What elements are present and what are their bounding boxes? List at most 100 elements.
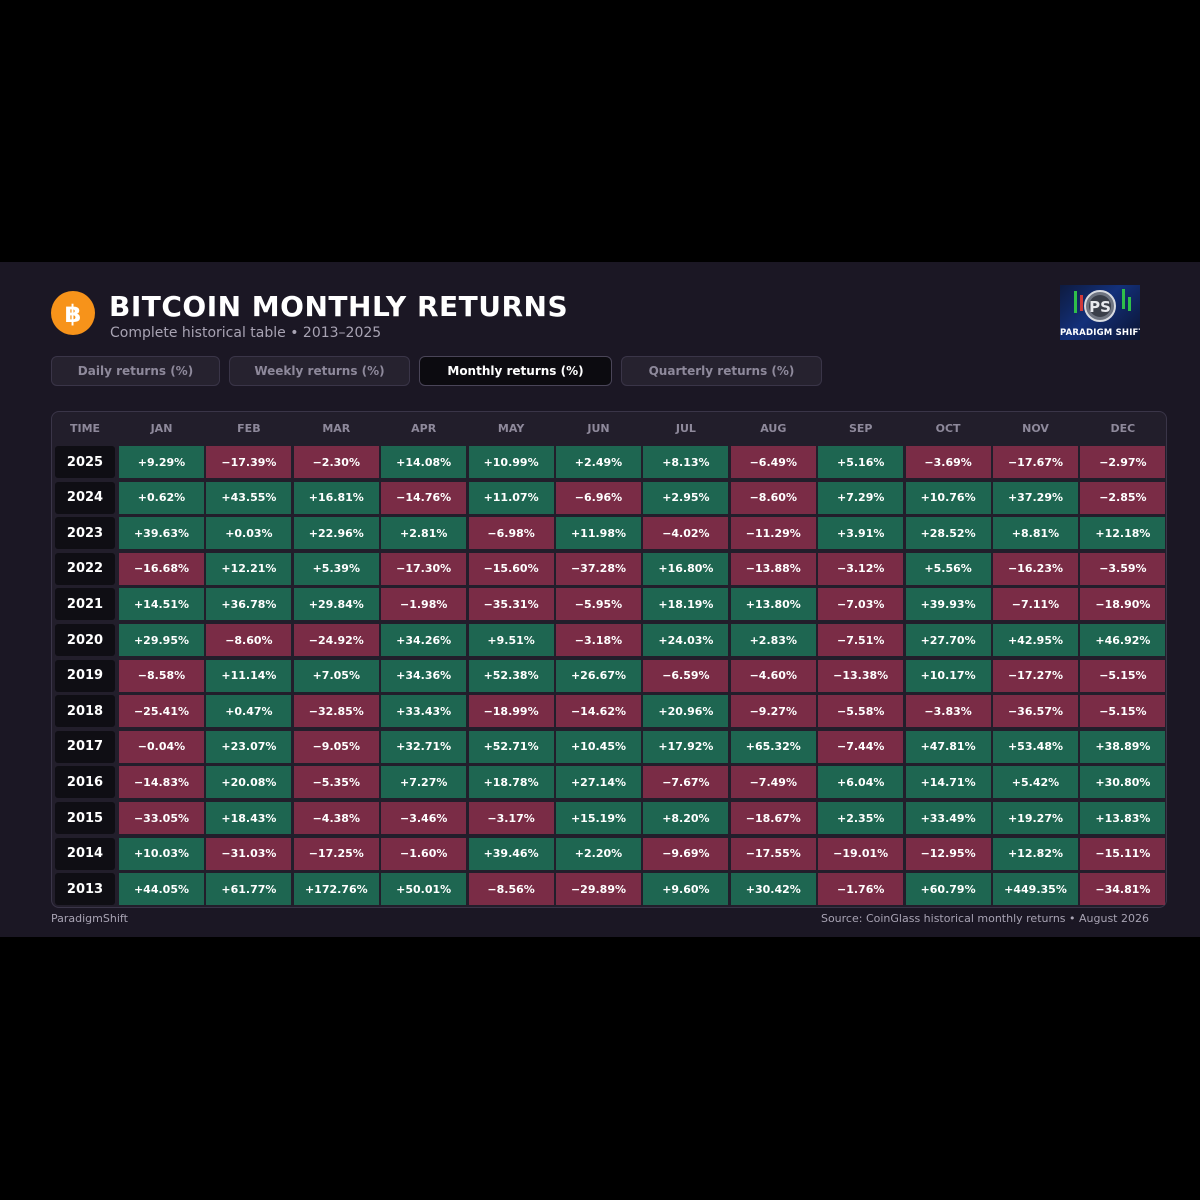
- return-cell: −8.60%: [206, 624, 292, 656]
- tab-monthly-returns[interactable]: Monthly returns (%): [419, 356, 612, 386]
- return-cell: −3.12%: [818, 552, 904, 585]
- return-cell: +0.47%: [206, 695, 292, 728]
- return-cell: +34.26%: [381, 624, 467, 656]
- return-cell: +52.38%: [468, 659, 554, 692]
- return-cell: −17.67%: [993, 446, 1078, 478]
- return-cell: −19.01%: [818, 837, 904, 870]
- return-cell: +7.05%: [293, 659, 379, 692]
- year-label: 2018: [55, 695, 115, 728]
- page-subtitle: Complete historical table • 2013–2025: [110, 325, 382, 341]
- return-cell: +27.14%: [556, 766, 641, 799]
- tab-daily-returns[interactable]: Daily returns (%): [51, 356, 220, 386]
- year-label: 2017: [55, 730, 115, 763]
- column-header-mar: MAR: [322, 421, 351, 435]
- svg-text:฿: ฿: [65, 300, 82, 328]
- return-cell: +18.78%: [468, 766, 554, 799]
- return-cell: +42.95%: [993, 624, 1078, 656]
- return-cell: +11.14%: [206, 659, 292, 692]
- return-cell: −7.03%: [818, 588, 904, 621]
- return-cell: −18.67%: [730, 802, 816, 834]
- year-label: 2020: [55, 624, 115, 656]
- tab-weekly-returns[interactable]: Weekly returns (%): [229, 356, 410, 386]
- return-cell: +14.71%: [905, 766, 991, 799]
- return-cell: +9.60%: [643, 873, 729, 906]
- return-cell: −3.17%: [468, 802, 554, 834]
- return-cell: +33.43%: [381, 695, 467, 728]
- column-header-nov: NOV: [1022, 421, 1049, 435]
- return-cell: −8.58%: [119, 659, 204, 692]
- bitcoin-icon: ฿: [51, 291, 95, 335]
- return-cell: +8.81%: [993, 517, 1078, 550]
- return-cell: −7.44%: [818, 730, 904, 763]
- return-cell: +10.03%: [119, 837, 204, 870]
- return-cell: −0.04%: [119, 730, 204, 763]
- page-title: BITCOIN MONTHLY RETURNS: [109, 290, 569, 323]
- return-cell: −5.95%: [556, 588, 641, 621]
- return-cell: +20.96%: [643, 695, 729, 728]
- return-cell: +39.46%: [468, 837, 554, 870]
- return-cell: +32.71%: [381, 730, 467, 763]
- return-cell: −5.58%: [818, 695, 904, 728]
- return-cell: −12.95%: [905, 837, 991, 870]
- return-cell: +8.20%: [643, 802, 729, 834]
- return-cell: −3.59%: [1080, 552, 1166, 585]
- return-cell: +18.19%: [643, 588, 729, 621]
- year-label: 2019: [55, 659, 115, 692]
- year-label: 2015: [55, 802, 115, 834]
- return-cell: +12.21%: [206, 552, 292, 585]
- return-cell: −34.81%: [1080, 873, 1166, 906]
- return-cell: +22.96%: [293, 517, 379, 550]
- return-cell: +2.49%: [556, 446, 641, 478]
- return-cell: +19.27%: [993, 802, 1078, 834]
- return-cell: +30.42%: [730, 873, 816, 906]
- return-cell: −3.83%: [905, 695, 991, 728]
- return-cell: −9.27%: [730, 695, 816, 728]
- return-cell: +2.20%: [556, 837, 641, 870]
- return-cell: +15.19%: [556, 802, 641, 834]
- return-cell: +449.35%: [993, 873, 1078, 906]
- return-cell: −9.05%: [293, 730, 379, 763]
- return-cell: +27.70%: [905, 624, 991, 656]
- return-cell: −5.35%: [293, 766, 379, 799]
- return-cell: +10.17%: [905, 659, 991, 692]
- return-cell: −6.49%: [730, 446, 816, 478]
- column-header-jan: JAN: [150, 421, 173, 435]
- return-cell: −6.96%: [556, 481, 641, 514]
- year-label: 2014: [55, 837, 115, 870]
- return-cell: −17.30%: [381, 552, 467, 585]
- return-cell: −18.99%: [468, 695, 554, 728]
- return-cell: −15.60%: [468, 552, 554, 585]
- return-cell: −13.88%: [730, 552, 816, 585]
- return-cell: +2.35%: [818, 802, 904, 834]
- return-cell: +36.78%: [206, 588, 292, 621]
- column-header-oct: OCT: [935, 421, 961, 435]
- return-cell: −3.18%: [556, 624, 641, 656]
- column-header-may: MAY: [497, 421, 525, 435]
- return-cell: −8.56%: [468, 873, 554, 906]
- return-cell: +11.98%: [556, 517, 641, 550]
- return-cell: +46.92%: [1080, 624, 1166, 656]
- column-header-dec: DEC: [1110, 421, 1136, 435]
- return-cell: +7.29%: [818, 481, 904, 514]
- column-header-sep: SEP: [848, 421, 873, 435]
- return-cell: +43.55%: [206, 481, 292, 514]
- return-cell: −6.59%: [643, 659, 729, 692]
- return-cell: −4.02%: [643, 517, 729, 550]
- return-cell: +39.93%: [905, 588, 991, 621]
- return-cell: +39.63%: [119, 517, 204, 550]
- return-cell: −37.28%: [556, 552, 641, 585]
- return-cell: +53.48%: [993, 730, 1078, 763]
- return-cell: +29.95%: [119, 624, 204, 656]
- return-cell: +60.79%: [905, 873, 991, 906]
- return-cell: −18.90%: [1080, 588, 1166, 621]
- tab-quarterly-returns[interactable]: Quarterly returns (%): [621, 356, 822, 386]
- return-cell: −29.89%: [556, 873, 641, 906]
- return-cell: −7.51%: [818, 624, 904, 656]
- return-cell: +13.83%: [1080, 802, 1166, 834]
- return-cell: −9.69%: [643, 837, 729, 870]
- return-cell: +6.04%: [818, 766, 904, 799]
- return-cell: −2.30%: [293, 446, 379, 478]
- return-cell: +10.45%: [556, 730, 641, 763]
- column-header-jul: JUL: [675, 421, 696, 435]
- return-cell: −16.23%: [993, 552, 1078, 585]
